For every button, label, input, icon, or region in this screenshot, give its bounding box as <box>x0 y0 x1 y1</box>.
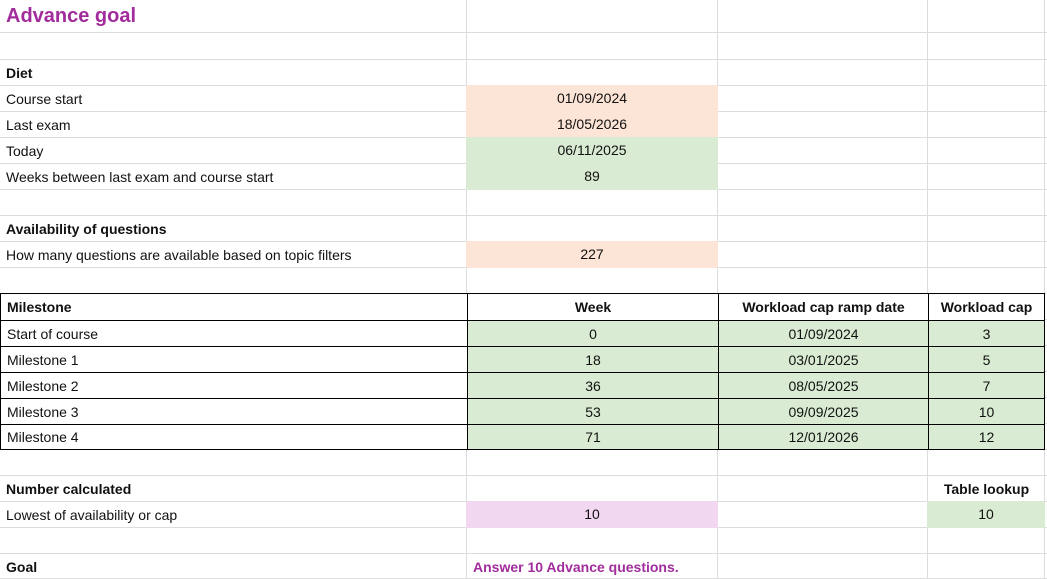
diet-value-course-start[interactable]: 01/09/2024 <box>466 85 718 112</box>
milestone-table: Milestone Week Workload cap ramp date Wo… <box>0 293 1045 450</box>
milestone-cap-cell[interactable]: 3 <box>928 320 1045 346</box>
milestone-week-cell[interactable]: 18 <box>467 346 718 372</box>
milestone-header-ramp-date[interactable]: Workload cap ramp date <box>718 293 928 320</box>
milestone-name-cell[interactable]: Milestone 3 <box>0 398 467 424</box>
milestone-header-week[interactable]: Week <box>467 293 718 320</box>
milestone-cap-cell[interactable]: 5 <box>928 346 1045 372</box>
grid-hline <box>0 475 1047 476</box>
grid-vline <box>466 0 467 579</box>
milestone-ramp-date-cell[interactable]: 01/09/2024 <box>718 320 928 346</box>
milestone-ramp-date-cell[interactable]: 03/01/2025 <box>718 346 928 372</box>
grid-hline <box>0 215 1047 216</box>
availability-value[interactable]: 227 <box>466 241 718 268</box>
diet-label-course-start[interactable]: Course start <box>6 91 83 107</box>
milestone-name-cell[interactable]: Start of course <box>0 320 467 346</box>
milestone-week-cell[interactable]: 71 <box>467 424 718 450</box>
grid-hline <box>0 32 1047 33</box>
diet-value-today[interactable]: 06/11/2025 <box>466 137 718 164</box>
diet-value-weeks[interactable]: 89 <box>466 163 718 190</box>
grid-vline <box>927 0 928 579</box>
milestone-ramp-date-cell[interactable]: 09/09/2025 <box>718 398 928 424</box>
milestone-header-cap[interactable]: Workload cap <box>928 293 1045 320</box>
milestone-week-cell[interactable]: 36 <box>467 372 718 398</box>
diet-label-weeks[interactable]: Weeks between last exam and course start <box>6 169 274 185</box>
availability-label[interactable]: How many questions are available based o… <box>6 247 352 263</box>
grid-vline <box>717 0 718 579</box>
goal-text[interactable]: Answer 10 Advance questions. <box>473 559 679 575</box>
milestone-ramp-date-cell[interactable]: 08/05/2025 <box>718 372 928 398</box>
calculated-value[interactable]: 10 <box>466 501 718 528</box>
table-lookup-heading[interactable]: Table lookup <box>943 481 1030 497</box>
milestone-ramp-date-cell[interactable]: 12/01/2026 <box>718 424 928 450</box>
diet-value-last-exam[interactable]: 18/05/2026 <box>466 111 718 138</box>
milestone-cap-cell[interactable]: 10 <box>928 398 1045 424</box>
milestone-name-cell[interactable]: Milestone 2 <box>0 372 467 398</box>
goal-heading[interactable]: Goal <box>6 559 38 575</box>
availability-heading[interactable]: Availability of questions <box>6 221 167 237</box>
milestone-header-milestone[interactable]: Milestone <box>0 293 467 320</box>
calculated-label[interactable]: Lowest of availability or cap <box>6 507 178 523</box>
milestone-cap-cell[interactable]: 7 <box>928 372 1045 398</box>
milestone-cap-cell[interactable]: 12 <box>928 424 1045 450</box>
milestone-name-cell[interactable]: Milestone 4 <box>0 424 467 450</box>
grid-hline <box>0 59 1047 60</box>
calculated-heading[interactable]: Number calculated <box>6 481 132 497</box>
lookup-value[interactable]: 10 <box>927 501 1045 528</box>
grid-hline <box>0 553 1047 554</box>
milestone-name-cell[interactable]: Milestone 1 <box>0 346 467 372</box>
page-title[interactable]: Advance goal <box>6 5 137 27</box>
diet-label-today[interactable]: Today <box>6 143 44 159</box>
milestone-week-cell[interactable]: 53 <box>467 398 718 424</box>
grid-vline <box>1044 0 1045 579</box>
diet-label-last-exam[interactable]: Last exam <box>6 117 71 133</box>
milestone-week-cell[interactable]: 0 <box>467 320 718 346</box>
diet-heading[interactable]: Diet <box>6 65 33 81</box>
